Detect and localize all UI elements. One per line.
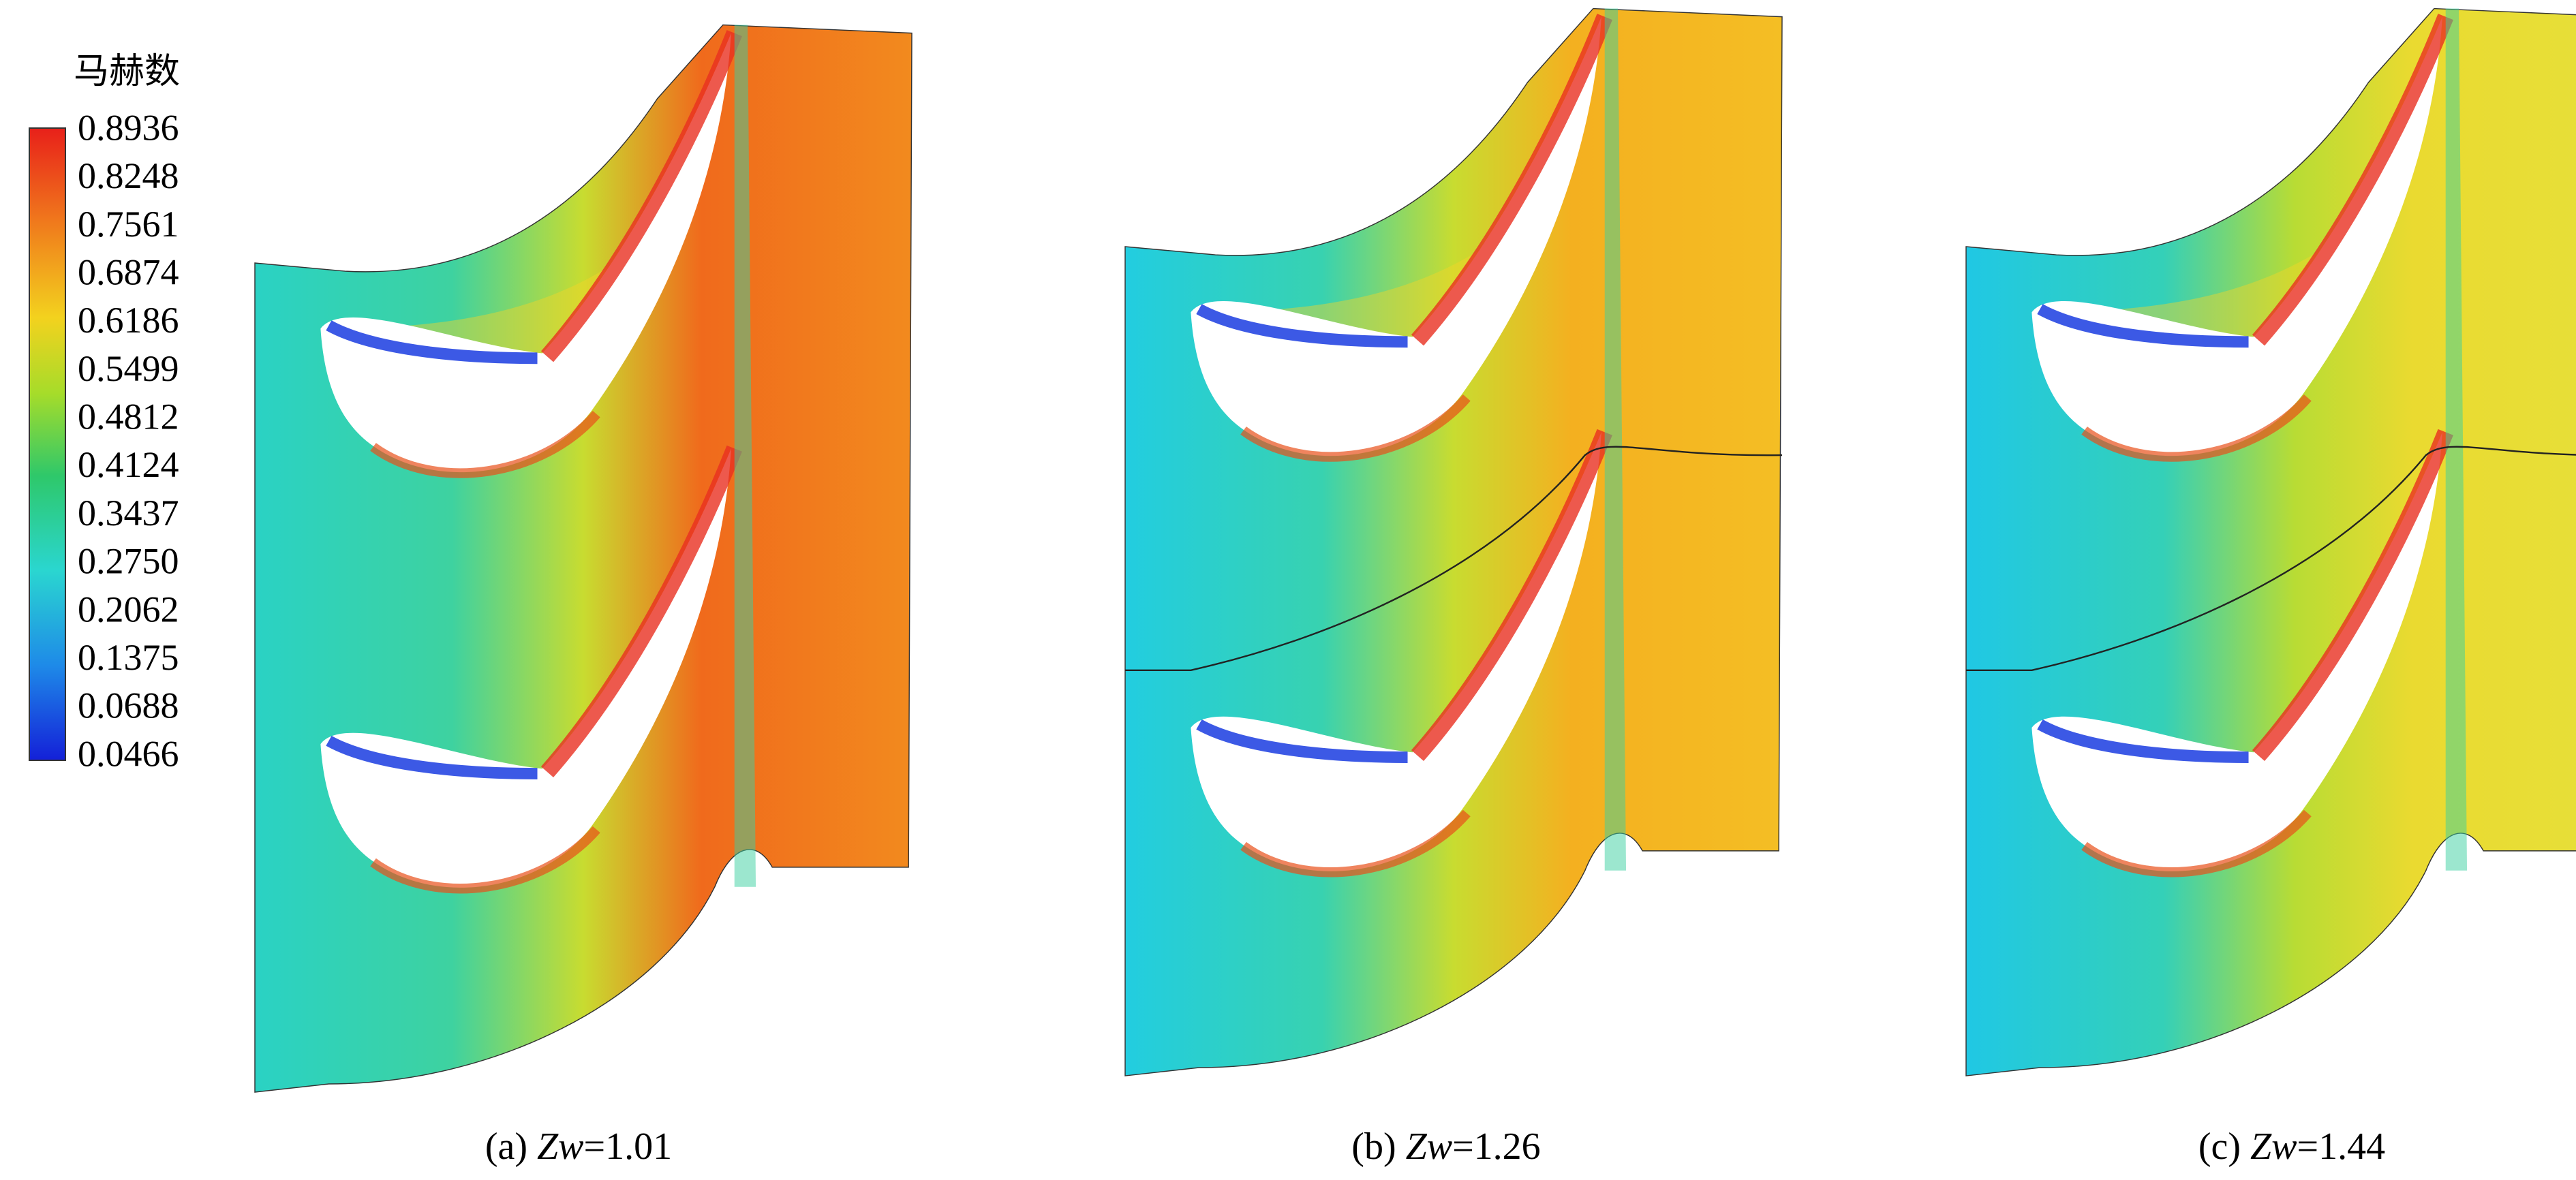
caption-label: (b) xyxy=(1351,1125,1396,1168)
caption-label: (c) xyxy=(2198,1125,2241,1168)
colorbar xyxy=(29,127,66,761)
colorbar-tick-label: 0.2062 xyxy=(78,589,179,630)
contour-panel-b xyxy=(1125,9,1782,1076)
colorbar-tick-label: 0.3437 xyxy=(78,493,179,533)
colorbar-tick-label: 0.0466 xyxy=(78,733,179,774)
colorbar-tick-label: 0.8248 xyxy=(78,155,179,196)
caption-value: =1.01 xyxy=(584,1125,673,1168)
colorbar-tick-label: 0.8936 xyxy=(78,107,179,148)
colorbar-tick-label: 0.7561 xyxy=(78,204,179,245)
colorbar-tick-label: 0.6186 xyxy=(78,300,179,341)
colorbar-title: 马赫数 xyxy=(74,51,180,92)
contour-panel-a xyxy=(255,25,912,1093)
caption-variable: Zw xyxy=(537,1125,584,1168)
colorbar-tick-label: 0.6874 xyxy=(78,251,179,292)
contour-panel-c xyxy=(1966,9,2576,1076)
caption-variable: Zw xyxy=(1406,1125,1453,1168)
colorbar-tick-label: 0.4124 xyxy=(78,444,179,485)
caption-variable: Zw xyxy=(2250,1125,2297,1168)
colorbar-tick-label: 0.5499 xyxy=(78,348,179,389)
colorbar-tick-label: 0.2750 xyxy=(78,541,179,582)
panel-caption: (c) Zw=1.44 xyxy=(2198,1125,2385,1168)
panel-caption: (b) Zw=1.26 xyxy=(1351,1125,1540,1168)
caption-value: =1.26 xyxy=(1452,1125,1541,1168)
caption-value: =1.44 xyxy=(2297,1125,2386,1168)
panel-caption: (a) Zw=1.01 xyxy=(485,1125,672,1168)
caption-label: (a) xyxy=(485,1125,527,1168)
colorbar-tick-label: 0.0688 xyxy=(78,685,179,726)
colorbar-tick-label: 0.4812 xyxy=(78,397,179,437)
colorbar-tick-label: 0.1375 xyxy=(78,637,179,678)
